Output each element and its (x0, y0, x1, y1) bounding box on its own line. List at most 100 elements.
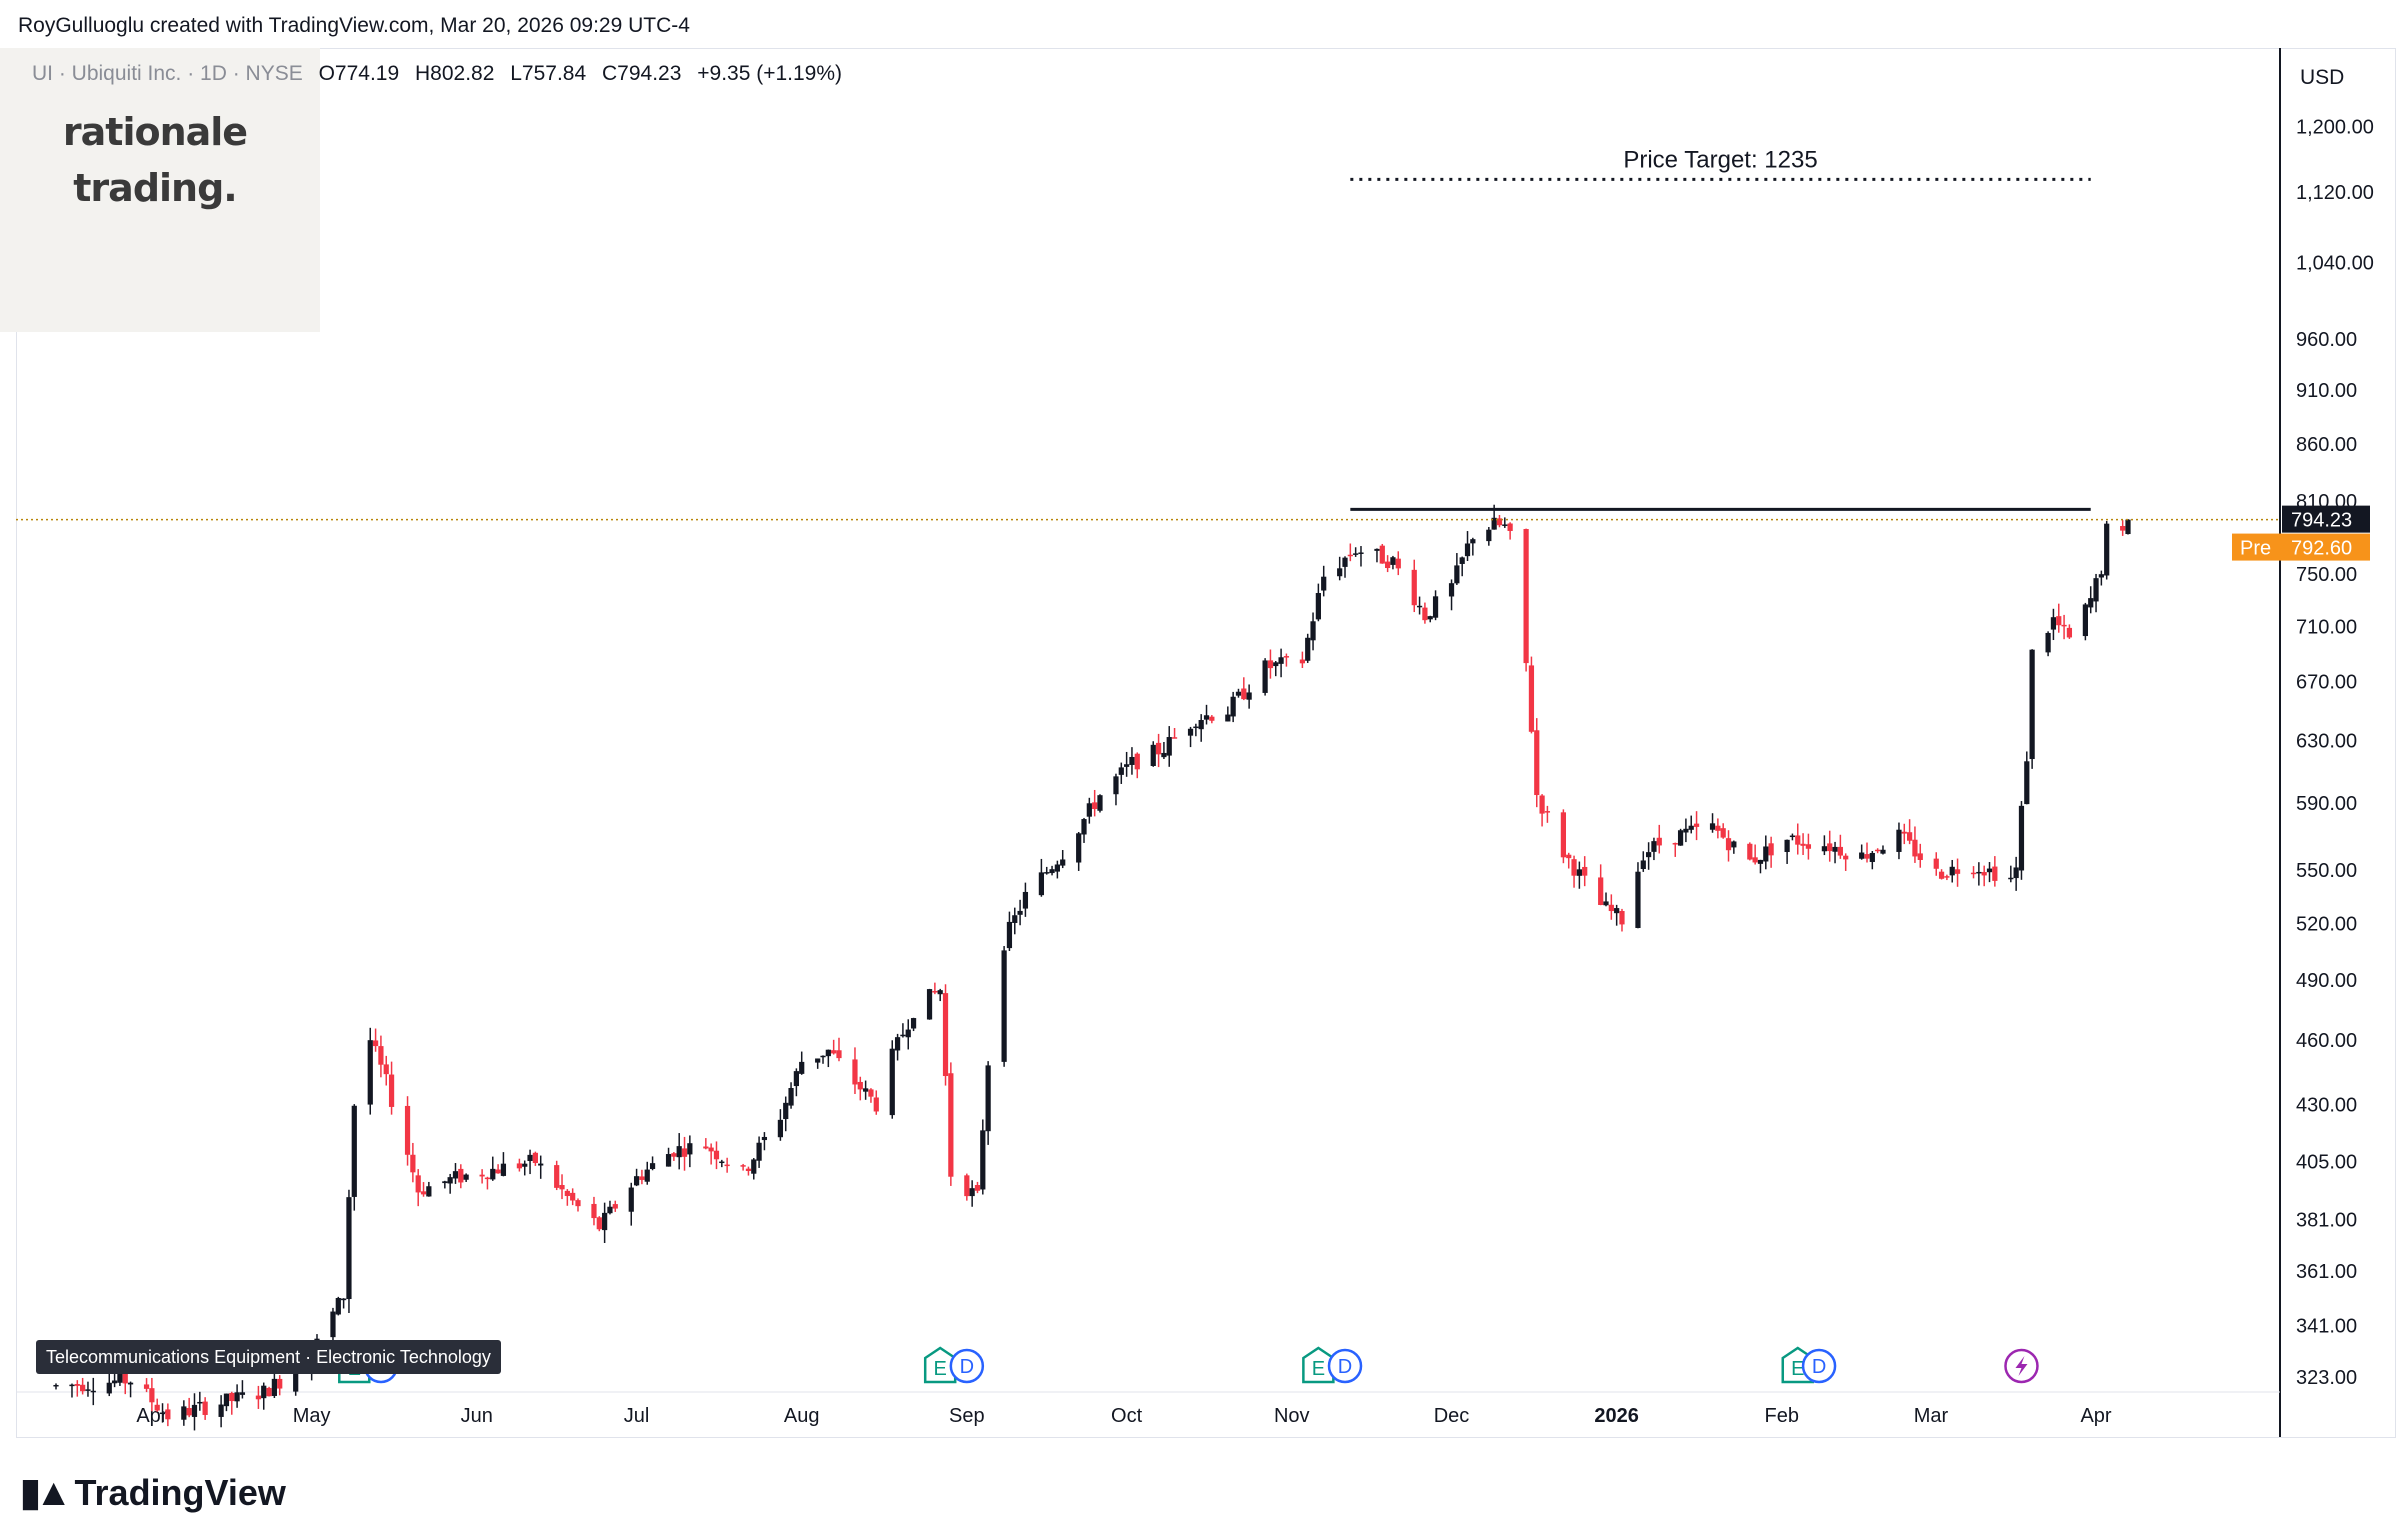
candle-body (388, 1074, 395, 1107)
candle-body (831, 1050, 837, 1054)
earnings-icon-letter: E (1312, 1358, 1325, 1380)
sector-badge[interactable]: Telecommunications Equipment · Electroni… (36, 1340, 501, 1374)
candle-body (1129, 756, 1135, 765)
candle-body (527, 1154, 533, 1162)
candle-body (868, 1089, 874, 1097)
candle-body (1171, 737, 1178, 739)
candle-body (1869, 852, 1875, 862)
candle-body (969, 1188, 975, 1197)
candle-body (1683, 828, 1689, 833)
candle-body (910, 1018, 917, 1029)
candle-body (815, 1058, 821, 1063)
candle-body (1677, 830, 1684, 846)
candle-body (2093, 578, 2099, 602)
candle-body (1193, 726, 1199, 729)
x-tick-label: Jun (461, 1405, 493, 1427)
candle-body (681, 1148, 688, 1157)
candle-body (1640, 860, 1646, 870)
candle-body (740, 1165, 746, 1167)
candle-body (644, 1169, 650, 1182)
candle-body (745, 1168, 752, 1172)
candle-body (458, 1168, 464, 1183)
candle-body (1944, 876, 1950, 878)
candle-body (1235, 691, 1242, 696)
candle-body (1203, 715, 1210, 720)
candle-body (1006, 921, 1013, 949)
candle-body (516, 1163, 523, 1169)
price-target-label: Price Target: 1235 (1623, 146, 1817, 173)
candle-body (1225, 714, 1231, 722)
tradingview-logo[interactable]: ▮▲ TradingView (20, 1470, 286, 1515)
candle-body (602, 1212, 608, 1231)
candle-body (974, 1185, 981, 1191)
candle-body (1566, 854, 1572, 859)
earnings-icon (1302, 1346, 1335, 1384)
candle-body (1534, 730, 1540, 796)
candle-body (1342, 557, 1348, 567)
candle-body (495, 1169, 501, 1174)
candle-body (463, 1174, 469, 1180)
candle-body (1118, 767, 1124, 775)
candle-body (1837, 846, 1843, 856)
candle-body (612, 1204, 618, 1209)
candle-body (894, 1037, 901, 1051)
candle-body (1001, 950, 1007, 1062)
candle-body (229, 1392, 235, 1402)
candle-body (1954, 869, 1961, 874)
y-tick-label: 460.00 (2296, 1030, 2357, 1052)
candle-body (1986, 868, 1993, 873)
candle-body (1619, 910, 1625, 925)
candle-body (1528, 665, 1535, 732)
candle-body (799, 1061, 805, 1074)
candle-body (1379, 545, 1385, 564)
candle-body (415, 1175, 421, 1193)
earnings-icon (923, 1346, 957, 1384)
candle-body (1315, 593, 1321, 620)
candle-body (1395, 558, 1401, 569)
candle-body (330, 1311, 336, 1338)
candle-body (703, 1146, 709, 1149)
candle-body (1321, 576, 1327, 591)
candle-body (1283, 656, 1290, 658)
candle-body (554, 1165, 560, 1188)
candle-body (1880, 849, 1886, 854)
candle-body (1598, 877, 1604, 905)
candle-body (761, 1136, 768, 1141)
earnings-icon-letter: E (934, 1358, 947, 1380)
candle-body (1875, 849, 1881, 852)
y-tick-label: 430.00 (2296, 1094, 2357, 1116)
candle-body (633, 1176, 640, 1186)
candle-body (1198, 720, 1204, 730)
candle-body (538, 1163, 544, 1166)
ohlc-legend: UI · Ubiquiti Inc. · 1D · NYSE O774.19 H… (32, 62, 842, 86)
candle-body (1693, 823, 1700, 827)
x-tick-label: Oct (1111, 1405, 1143, 1427)
x-tick-label: Aug (784, 1405, 820, 1427)
candle-body (1124, 764, 1130, 767)
candle-body (2125, 519, 2131, 535)
candle-body (2104, 523, 2110, 576)
candle-body (1933, 858, 1939, 869)
symbol-label: UI · Ubiquiti Inc. · 1D · NYSE (32, 62, 303, 85)
candle-body (1635, 871, 1641, 928)
candle-body (1459, 557, 1465, 564)
candle-body (122, 1372, 128, 1384)
close-value: C794.23 (602, 62, 682, 85)
candle-body (820, 1055, 826, 1058)
candle-body (277, 1378, 283, 1389)
y-tick-label: 341.00 (2296, 1315, 2357, 1337)
candle-body (559, 1185, 565, 1190)
candle-body (383, 1064, 389, 1075)
candle-body (261, 1385, 267, 1399)
y-tick-label: 1,200.00 (2296, 116, 2374, 138)
candle-body (1747, 843, 1753, 860)
candle-body (1267, 660, 1274, 669)
candle-body (1246, 692, 1252, 700)
candle-body (1470, 539, 1476, 544)
candle-body (1938, 871, 1945, 879)
candle-body (223, 1393, 230, 1407)
candle-body (1374, 548, 1380, 551)
y-tick-label: 1,040.00 (2296, 253, 2374, 275)
candle-body (1539, 795, 1545, 814)
